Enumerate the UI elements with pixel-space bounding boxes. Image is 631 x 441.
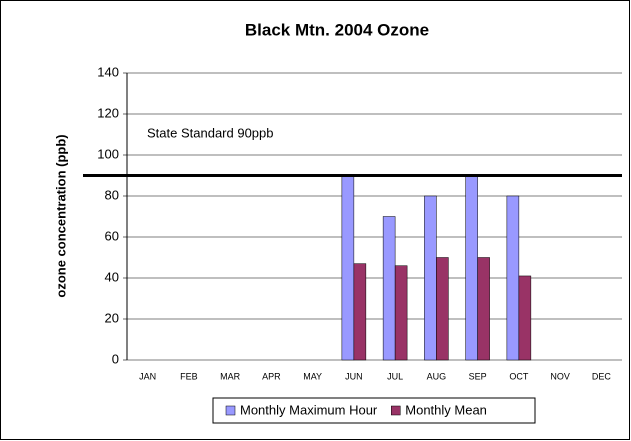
bar [424, 195, 437, 361]
threshold-label: State Standard 90ppb [147, 125, 274, 140]
y-tick-label: 20 [105, 310, 119, 325]
y-tick-label: 60 [105, 228, 119, 243]
bar [518, 275, 532, 361]
y-tick-label: 0 [112, 351, 119, 366]
y-tick-label: 80 [105, 187, 119, 202]
y-tick-label: 120 [97, 105, 119, 120]
chart-title: Black Mtn. 2004 Ozone [245, 20, 429, 39]
legend-label: Monthly Mean [405, 402, 487, 417]
y-axis-label: ozone concentration (ppb) [53, 134, 68, 297]
y-tick-label: 100 [97, 146, 119, 161]
x-tick-label: DEC [592, 371, 612, 381]
legend-swatch [225, 405, 236, 416]
legend-box [212, 397, 536, 424]
x-tick-label: MAR [220, 371, 241, 381]
x-tick-label: SEP [469, 371, 487, 381]
bar [436, 257, 449, 361]
x-tick-label: JUL [387, 371, 403, 381]
bar [394, 265, 408, 361]
x-tick-label: JUN [345, 371, 363, 381]
x-tick-label: AUG [427, 371, 447, 381]
legend [212, 397, 536, 424]
x-tick-label: FEB [180, 371, 198, 381]
bar [506, 195, 520, 361]
bar [477, 257, 490, 361]
bar [382, 216, 396, 361]
y-tick-label: 40 [105, 269, 119, 284]
x-tick-label: JAN [139, 371, 156, 381]
x-tick-label: APR [262, 371, 281, 381]
legend-label: Monthly Maximum Hour [240, 402, 378, 417]
legend-swatch [391, 405, 401, 416]
y-tick-label: 140 [97, 64, 119, 79]
bar [341, 175, 355, 361]
x-tick-label: OCT [509, 371, 529, 381]
bar [465, 175, 478, 361]
x-tick-label: NOV [550, 371, 570, 381]
bar [353, 263, 367, 361]
x-tick-label: MAY [303, 371, 322, 381]
